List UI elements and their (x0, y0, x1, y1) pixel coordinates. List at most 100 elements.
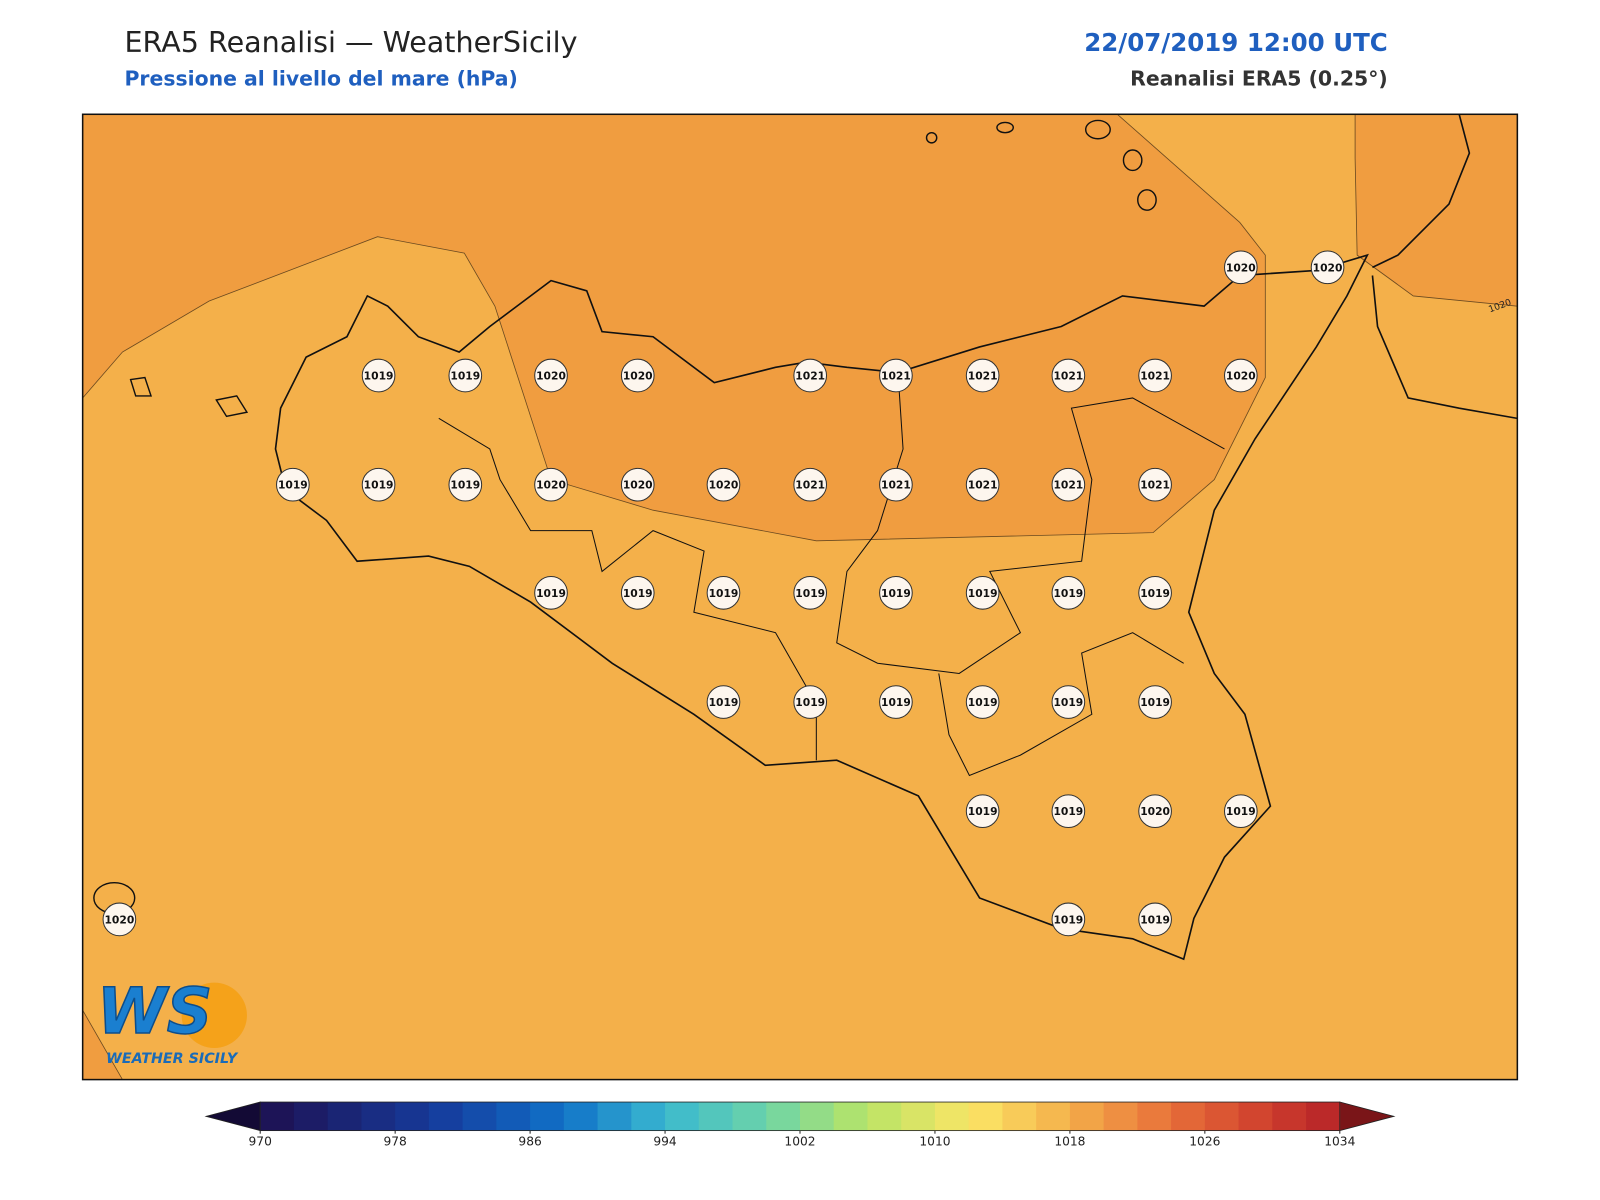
point-value: 1019 (1053, 587, 1083, 600)
coastline (1372, 114, 1471, 269)
point-value: 1020 (536, 370, 566, 383)
coastline (274, 253, 1369, 961)
point-marker (361, 358, 396, 393)
colorbar-tick-label: 1018 (1054, 1134, 1085, 1148)
logo-mark: WS (97, 974, 212, 1048)
point-marker (1051, 358, 1086, 393)
island (129, 376, 153, 397)
island (1137, 189, 1157, 211)
point-value: 1019 (450, 370, 480, 383)
point-value: 1019 (1226, 805, 1256, 818)
point-value: 1019 (364, 370, 394, 383)
point-marker (965, 467, 1000, 502)
point-value: 1019 (795, 696, 825, 709)
colorbar-swatch (395, 1102, 430, 1131)
colorbar-extend-high (1339, 1101, 1396, 1132)
point-marker (965, 358, 1000, 393)
colorbar-swatch (462, 1102, 497, 1131)
point-marker (1138, 902, 1172, 937)
point-value: 1020 (709, 479, 739, 492)
colorbar-swatch (327, 1102, 362, 1131)
point-marker (965, 794, 1000, 829)
colorbar-swatch (934, 1102, 970, 1131)
logo: WS WEATHER SICILY (96, 973, 247, 1067)
colorbar-swatch (1103, 1102, 1138, 1131)
point-marker (448, 467, 483, 502)
point-marker (1051, 467, 1086, 502)
island (996, 121, 1014, 134)
point-value: 1020 (1313, 261, 1343, 274)
point-marker (276, 467, 310, 502)
point-value: 1019 (536, 587, 566, 600)
point-marker (1138, 467, 1172, 502)
point-marker (706, 576, 741, 610)
point-marker (706, 685, 741, 719)
island (215, 395, 249, 418)
point-value: 1020 (623, 479, 653, 492)
point-value: 1020 (1226, 370, 1256, 383)
colorbar-tick-label: 986 (518, 1134, 542, 1148)
colorbar-swatch (1036, 1102, 1071, 1131)
colorbar-swatch (901, 1102, 936, 1131)
island (1085, 119, 1111, 140)
colorbar-tick-label: 978 (383, 1134, 406, 1148)
point-marker (620, 358, 655, 393)
point-value: 1021 (968, 479, 998, 492)
colorbar-swatch (698, 1102, 734, 1131)
point-marker (1223, 358, 1258, 393)
point-marker (1051, 902, 1086, 937)
colorbar-tick-label: 994 (653, 1134, 677, 1148)
colorbar-swatch (766, 1102, 801, 1131)
point-marker (706, 467, 741, 502)
point-marker (793, 467, 828, 502)
point-value: 1019 (795, 587, 825, 600)
point-value: 1019 (709, 696, 739, 709)
colorbar-swatch (428, 1102, 464, 1131)
point-marker (1051, 794, 1086, 829)
title: ERA5 Reanalisi — WeatherSicily (124, 25, 577, 59)
colorbar: 970 978 986 994 1002 1010 1018 1026 1034 (204, 1101, 1396, 1148)
point-value: 1019 (1140, 913, 1170, 926)
point-value: 1019 (968, 587, 998, 600)
point-marker (102, 902, 137, 937)
map-frame (81, 113, 1519, 1081)
source: Reanalisi ERA5 (0.25°) (1130, 67, 1388, 91)
colorbar-swatch (1272, 1102, 1307, 1131)
colorbar-tick-label: 1002 (784, 1134, 815, 1148)
point-value: 1019 (623, 587, 653, 600)
colorbar-swatch (1002, 1102, 1037, 1131)
point-value: 1021 (1140, 370, 1170, 383)
point-value: 1019 (881, 587, 911, 600)
point-value: 1019 (881, 696, 911, 709)
point-value: 1019 (1053, 696, 1083, 709)
pressure-points: 1020 1020 1019 1019 1020 1020 1021 1021 1021 1021… (102, 250, 1345, 937)
logo-name: WEATHER SICILY (106, 1051, 239, 1067)
point-value: 1020 (536, 479, 566, 492)
point-value: 1019 (1053, 913, 1083, 926)
point-value: 1019 (709, 587, 739, 600)
point-marker (1138, 358, 1172, 393)
point-value: 1021 (1053, 479, 1083, 492)
point-marker (879, 576, 913, 610)
point-marker (448, 358, 483, 393)
point-value: 1020 (1140, 805, 1170, 818)
point-marker (793, 685, 828, 719)
point-value: 1021 (795, 370, 825, 383)
point-marker (1138, 576, 1172, 610)
point-marker (1138, 794, 1172, 829)
colorbar-swatch (530, 1102, 565, 1131)
point-marker (1310, 250, 1345, 285)
point-value: 1020 (1226, 261, 1256, 274)
point-marker (534, 467, 568, 502)
point-value: 1019 (1140, 696, 1170, 709)
point-marker (620, 467, 655, 502)
colorbar-swatch (293, 1102, 329, 1131)
point-value: 1019 (1053, 805, 1083, 818)
colorbar-swatch (496, 1102, 531, 1131)
point-value: 1021 (795, 479, 825, 492)
point-marker (534, 576, 568, 610)
point-marker (965, 685, 1000, 719)
point-marker (965, 576, 1000, 610)
point-marker (879, 358, 913, 393)
subtitle: Pressione al livello del mare (hPa) (124, 67, 517, 91)
